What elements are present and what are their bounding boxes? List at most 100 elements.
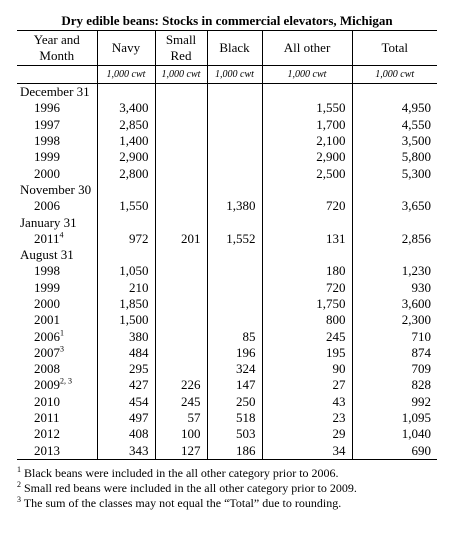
row-label-text: November 30 [20,181,92,197]
cell-black: 250 [206,393,262,410]
cell-navy: 3,400 [96,100,155,117]
cell-small-red [154,312,207,329]
row-label: 20073 [17,345,97,361]
cell-navy: 427 [96,377,155,394]
cell-small-red: 201 [154,230,207,247]
footnote-ref: 2, 3 [60,377,72,387]
cell-all-other: 2,100 [261,132,352,150]
cell-total: 710 [351,328,437,345]
row-label-text: 2009 [34,377,60,393]
table-row: 2011 497 57 518 23 1,095 [17,409,437,427]
row-label-text: December 31 [20,84,90,100]
cell-small-red [154,116,207,133]
cell-black: 1,552 [206,230,262,247]
table-title: Dry edible beans: Stocks in commercial e… [17,12,437,31]
table-row: 2010 454 245 250 43 992 [17,393,437,410]
footnote-text: Black beans were included in the all oth… [24,465,339,480]
row-label: 1997 [17,117,97,133]
cell-black: 518 [206,409,262,427]
cell-all-other: 195 [261,344,352,362]
cell-black [206,165,262,182]
cell-black: 324 [206,361,262,378]
cell-total [351,246,437,264]
stocks-document: Dry edible beans: Stocks in commercial e… [17,12,437,511]
column-header-black: Black [206,31,262,66]
units-spacer [17,65,97,84]
row-label: 20092, 3 [17,377,97,393]
section-label: November 30 [17,182,97,198]
cell-navy: 972 [96,230,155,247]
column-header-year: Year and Month [17,31,97,66]
cell-total: 874 [351,344,437,362]
row-label: 2000 [17,296,97,312]
cell-total: 4,950 [351,100,437,117]
cell-black [206,279,262,296]
column-header-line: Month [39,48,75,63]
footnote: 2 Small red beans were included in the a… [17,480,437,496]
row-label: 1996 [17,100,97,116]
row-label-text: 1998 [34,263,60,279]
cell-total: 3,650 [351,198,437,215]
footnote-mark: 1 [17,464,21,474]
cell-all-other [261,83,352,101]
row-label-text: 1997 [34,116,60,132]
row-label: 20061 [17,328,97,344]
column-header-all-other: All other [261,31,352,66]
cell-black: 147 [206,377,262,394]
table-row: 2013 343 127 186 34 690 [17,442,437,460]
row-label-text: 2012 [34,426,60,442]
table-row: 2008 295 324 90 709 [17,361,437,378]
cell-total: 2,300 [351,312,437,329]
footnote-mark: 3 [17,494,21,504]
table-row: 2000 1,850 1,750 3,600 [17,295,437,313]
cell-black: 1,380 [206,198,262,215]
footnote-ref: 4 [59,230,64,240]
row-label-text: 1999 [34,149,60,165]
cell-navy: 380 [96,328,155,345]
row-label-text: 2011 [34,230,60,246]
section-row: August 31 [17,246,437,264]
header-row: Year and Month Navy Small Red Black All other T… [17,31,437,66]
table-body: December 31 1996 3,400 1,550 4,950 1997 2,850 1… [17,83,437,460]
cell-small-red [154,83,207,101]
cell-black [206,295,262,313]
cell-total: 5,800 [351,149,437,166]
cell-navy [96,181,155,199]
section-row: January 31 [17,214,437,231]
cell-small-red [154,295,207,313]
cell-black: 196 [206,344,262,362]
column-header-line: Small [165,32,197,47]
cell-small-red [154,100,207,117]
row-label-text: 2013 [34,442,60,458]
cell-small-red [154,198,207,215]
cell-navy: 1,500 [96,312,155,329]
row-label-text: August 31 [20,247,74,263]
cell-navy: 295 [96,361,155,378]
row-label-text: 2007 [34,344,60,360]
column-header-line: Red [170,48,192,63]
stocks-table: Year and Month Navy Small Red Black All other T… [17,31,437,460]
table-row: 2001 1,500 800 2,300 [17,312,437,329]
footnote-text: Small red beans were included in the all… [24,480,357,495]
cell-total: 690 [351,442,437,460]
cell-navy: 2,800 [96,165,155,182]
table-row: 1999 2,900 2,900 5,800 [17,149,437,166]
cell-small-red [154,165,207,182]
cell-all-other: 1,750 [261,295,352,313]
cell-small-red [154,279,207,296]
cell-total: 1,095 [351,409,437,427]
column-header-line: All other [283,40,331,55]
row-label: 2000 [17,165,97,181]
cell-navy [96,83,155,101]
cell-navy: 343 [96,442,155,460]
cell-total: 930 [351,279,437,296]
row-label-text: 2008 [34,361,60,377]
table-row: 1997 2,850 1,700 4,550 [17,116,437,133]
cell-all-other: 27 [261,377,352,394]
cell-all-other: 180 [261,263,352,280]
cell-small-red: 127 [154,442,207,460]
column-header-total: Total [351,31,437,66]
cell-black: 503 [206,426,262,443]
unit-label: 1,000 cwt [206,65,262,84]
cell-black [206,132,262,150]
